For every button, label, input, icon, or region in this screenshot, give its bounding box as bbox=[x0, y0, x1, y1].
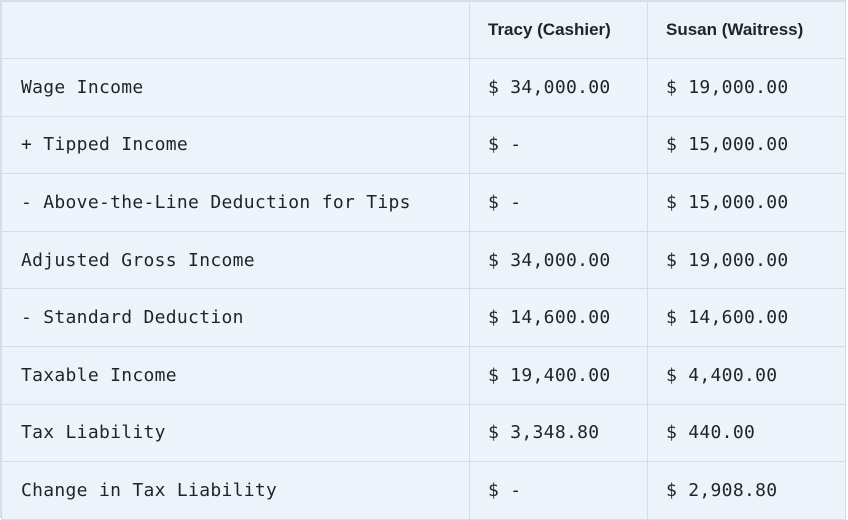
row-label: Tax Liability bbox=[1, 403, 470, 463]
table-row: Taxable Income $ 19,400.00 $ 4,400.00 bbox=[1, 345, 846, 405]
table-row: Wage Income $ 34,000.00 $ 19,000.00 bbox=[1, 58, 846, 117]
row-label: Change in Tax Liability bbox=[1, 461, 470, 520]
header-label-column bbox=[1, 1, 470, 59]
header-susan-waitress: Susan (Waitress) bbox=[647, 1, 846, 59]
row-label: Taxable Income bbox=[1, 345, 470, 405]
tracy-value: $ 3,348.80 bbox=[469, 403, 648, 463]
tracy-value: $ - bbox=[469, 461, 648, 520]
table-row: - Above-the-Line Deduction for Tips $ - … bbox=[1, 173, 846, 232]
tracy-value: $ - bbox=[469, 173, 648, 232]
header-row: Tracy (Cashier) Susan (Waitress) bbox=[1, 1, 846, 59]
tracy-value: $ 34,000.00 bbox=[469, 58, 648, 117]
tracy-value: $ - bbox=[469, 115, 648, 175]
tracy-value: $ 14,600.00 bbox=[469, 288, 648, 347]
table-row: Tax Liability $ 3,348.80 $ 440.00 bbox=[1, 403, 846, 463]
table-row: - Standard Deduction $ 14,600.00 $ 14,60… bbox=[1, 288, 846, 347]
row-label: Adjusted Gross Income bbox=[1, 230, 470, 290]
row-label: + Tipped Income bbox=[1, 115, 470, 175]
table-row: + Tipped Income $ - $ 15,000.00 bbox=[1, 115, 846, 175]
row-label: Wage Income bbox=[1, 58, 470, 117]
susan-value: $ 19,000.00 bbox=[647, 230, 846, 290]
header-tracy-cashier: Tracy (Cashier) bbox=[469, 1, 648, 59]
susan-value: $ 2,908.80 bbox=[647, 461, 846, 520]
susan-value: $ 4,400.00 bbox=[647, 345, 846, 405]
tracy-value: $ 34,000.00 bbox=[469, 230, 648, 290]
row-label: - Standard Deduction bbox=[1, 288, 470, 347]
susan-value: $ 15,000.00 bbox=[647, 115, 846, 175]
susan-value: $ 15,000.00 bbox=[647, 173, 846, 232]
row-label: - Above-the-Line Deduction for Tips bbox=[1, 173, 470, 232]
table-row: Change in Tax Liability $ - $ 2,908.80 bbox=[1, 461, 846, 520]
tracy-value: $ 19,400.00 bbox=[469, 345, 648, 405]
susan-value: $ 19,000.00 bbox=[647, 58, 846, 117]
table-row: Adjusted Gross Income $ 34,000.00 $ 19,0… bbox=[1, 230, 846, 290]
susan-value: $ 14,600.00 bbox=[647, 288, 846, 347]
susan-value: $ 440.00 bbox=[647, 403, 846, 463]
